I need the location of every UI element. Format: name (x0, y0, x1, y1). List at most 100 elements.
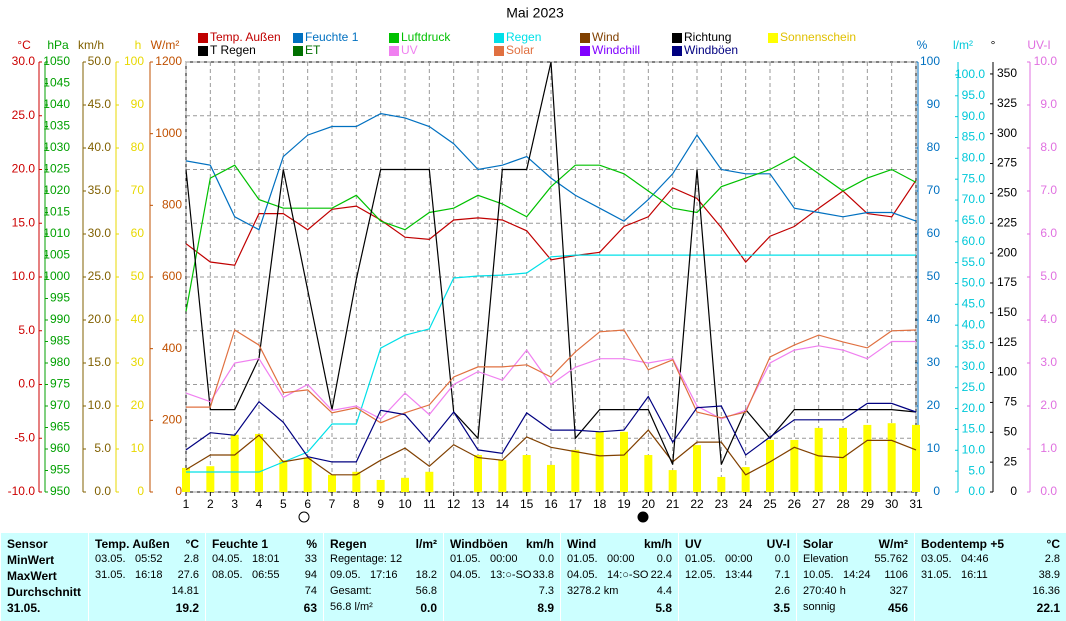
y-tick-label: 15.0 (12, 215, 36, 229)
bar (717, 476, 726, 492)
cell-value: 0.0 (420, 601, 437, 615)
section-unit: UV-I (766, 537, 790, 551)
y-tick-label: 1050 (43, 54, 70, 68)
x-tick-label: 1 (183, 497, 190, 511)
y-tick-label: 0 (137, 484, 144, 498)
y-tick-label: 80.0 (962, 151, 986, 165)
bar (328, 474, 336, 492)
cell-value: 0.0 (538, 553, 554, 565)
cell-text: 16:18 (135, 569, 163, 581)
series-line (185, 340, 916, 420)
section-unit: % (306, 537, 317, 551)
cell-text: 04:46 (961, 553, 989, 565)
legend-swatch (672, 46, 682, 56)
bar (425, 471, 434, 492)
y-tick-label: 325 (997, 96, 1017, 110)
y-tick-label: 70 (131, 183, 145, 197)
y-tick-label: 35.0 (962, 338, 986, 352)
axis-unit: °C (17, 38, 31, 52)
y-tick-label: 40 (131, 312, 145, 326)
cell-text: Gesamt: (330, 585, 372, 597)
y-tick-label: 9.0 (1040, 97, 1057, 111)
cell-value: 4.4 (656, 585, 672, 597)
cell-text: Regentage: 12 (330, 553, 403, 565)
row-label: MaxWert (7, 569, 57, 583)
section-title: Feuchte 1 (212, 537, 269, 551)
y-tick-label: 100.0 (955, 67, 985, 81)
y-tick-label: 10.0 (12, 269, 36, 283)
y-tick-label: 200 (162, 413, 182, 427)
cell-text: 31.05. (921, 569, 952, 581)
bar (255, 433, 263, 492)
y-tick-label: 25.0 (12, 108, 36, 122)
y-tick-label: -10.0 (8, 484, 36, 498)
y-tick-label: 1005 (43, 248, 70, 262)
cell-value: 16.36 (1032, 585, 1060, 597)
series-line (185, 61, 917, 465)
x-tick-label: 30 (885, 497, 899, 511)
x-tick-label: 23 (715, 497, 729, 511)
section-title: UV (685, 537, 702, 551)
cell-text: 04.05. (567, 569, 598, 581)
y-tick-label: 400 (162, 341, 182, 355)
section-title: Regen (330, 537, 367, 551)
y-tick-label: 20.0 (88, 312, 112, 326)
x-tick-label: 25 (763, 497, 777, 511)
x-tick-label: 20 (642, 497, 656, 511)
series-line (185, 112, 917, 231)
bar (741, 467, 750, 492)
cell-value: 2.8 (183, 553, 199, 565)
y-tick-label: 50 (131, 269, 145, 283)
y-tick-label: 600 (162, 269, 182, 283)
y-tick-label: 960 (50, 441, 70, 455)
legend-label: Windböen (684, 43, 738, 57)
y-tick-label: 10.0 (88, 398, 112, 412)
y-tick-label: 965 (50, 420, 70, 434)
cell-value: 55.762 (874, 553, 908, 565)
table-section: Temp. Außen °C 03.05. 05:52 2.8 31.05. 16:18 27… (88, 533, 205, 621)
cell-value: 18.2 (415, 569, 437, 581)
y-tick-label: 1045 (43, 76, 70, 90)
y-tick-label: 0.0 (18, 377, 35, 391)
y-tick-label: 200 (997, 245, 1017, 259)
legend-swatch (389, 46, 399, 56)
cell-value: 3.5 (773, 601, 790, 615)
y-tick-label: 975 (50, 377, 70, 391)
cell-value: 456 (887, 601, 908, 615)
y-tick-label: 5.0 (94, 441, 111, 455)
y-tick-label: 60 (131, 226, 145, 240)
x-tick-label: 16 (544, 497, 558, 511)
section-title: Sensor (7, 537, 48, 551)
y-tick-label: 4.0 (1040, 312, 1057, 326)
chart-title: Mai 2023 (506, 5, 564, 21)
cell-value: 33.8 (532, 569, 554, 581)
y-tick-label: 20 (927, 398, 941, 412)
section-unit: l/m² (415, 537, 437, 551)
x-tick-label: 26 (788, 497, 802, 511)
bar (303, 458, 312, 492)
y-tick-label: 45.0 (962, 296, 986, 310)
cell-value: 7.3 (538, 585, 554, 597)
y-tick-label: 45.0 (88, 97, 112, 111)
axis-unit: UV-I (1027, 38, 1050, 52)
table-section: Bodentemp +5 °C 03.05. 04:46 2.8 31.05. 16:11 3… (914, 533, 1066, 621)
y-tick-label: 980 (50, 355, 70, 369)
cell-text: 3278.2 km (567, 585, 619, 597)
cell-value: 22.1 (1036, 601, 1060, 615)
bar (595, 431, 604, 492)
bar (839, 427, 847, 492)
cell-text: 13:44 (725, 569, 753, 581)
y-tick-label: 8.0 (1040, 140, 1057, 154)
y-tick-label: 30 (131, 355, 145, 369)
bar (474, 455, 482, 492)
cell-value: 0.0 (774, 553, 790, 565)
axis-unit: ° (991, 38, 996, 52)
cell-text: 06:55 (252, 569, 280, 581)
y-tick-label: 6.0 (1040, 226, 1057, 240)
y-tick-label: 1200 (155, 54, 182, 68)
x-tick-label: 11 (423, 497, 436, 511)
cell-text: 17:16 (370, 569, 398, 581)
cell-value: 2.8 (1044, 553, 1060, 565)
legend-swatch (672, 33, 682, 43)
y-tick-label: 950 (50, 484, 70, 498)
